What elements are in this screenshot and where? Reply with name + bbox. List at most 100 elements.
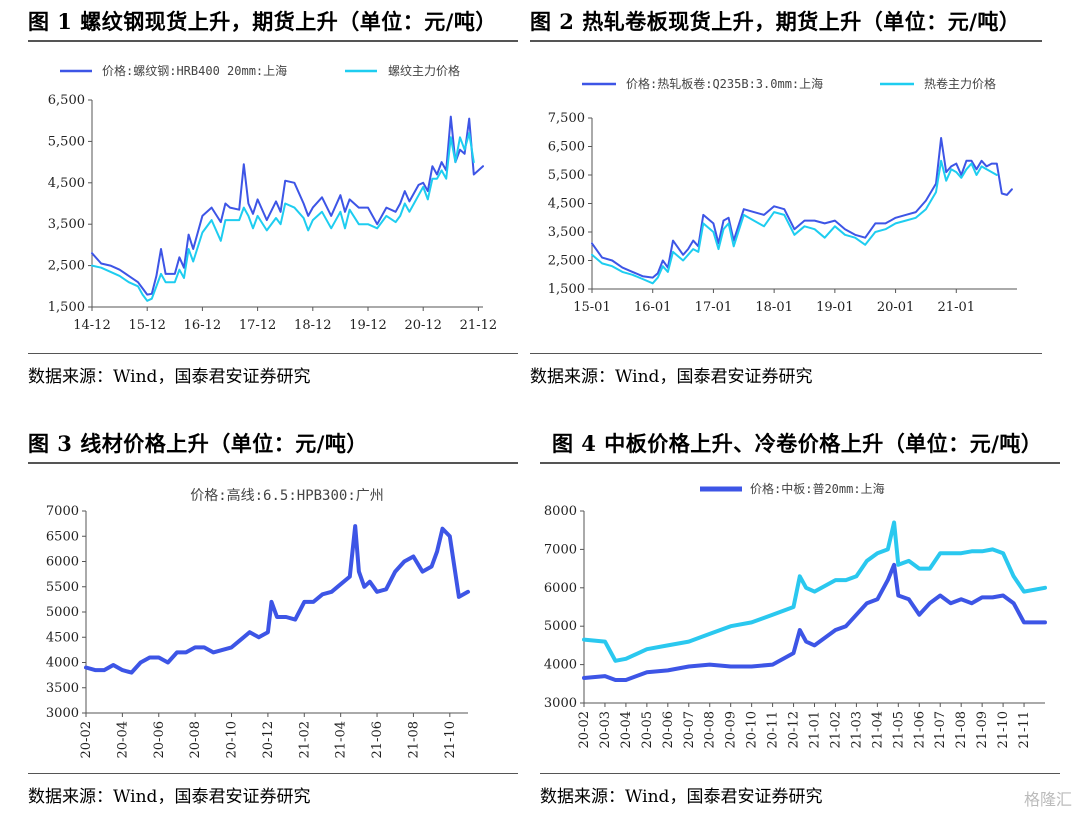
chart-1-x-tick-label: 14-12 [73,318,110,333]
chart-2-y-tick-label: 3,500 [548,225,585,240]
chart-3-source: 数据来源：Wind，国泰君安证券研究 [28,787,311,807]
chart-2-legend-label-2: 热卷主力价格 [924,76,996,91]
chart-3-x-tick-label: 20-12 [261,721,276,758]
chart-4-series-2-line [582,520,1047,663]
chart-4-x-tick-label: 21-07 [933,711,948,748]
chart-3-x-tick-label: 21-06 [370,721,385,758]
chart-2-x-tick-label: 17-01 [695,300,732,315]
chart-1-top-rule [28,40,518,42]
chart-1-x-tick-label: 19-12 [349,318,386,333]
chart-4-x-tick-label: 20-08 [703,711,718,748]
chart-4-y-tick-label: 4000 [544,658,577,673]
chart-4-title: 图 4 中板价格上升、冷卷价格上升（单位：元/吨） [552,431,1043,456]
chart-4-x-tick-label: 21-08 [954,711,969,748]
chart-2-source: 数据来源：Wind，国泰君安证券研究 [530,367,813,387]
chart-4-x-tick-label: 20-10 [745,711,760,748]
chart-4-legend-label-1: 价格:中板:普20mm:上海 [750,481,885,496]
chart-1-series-2-line [91,132,475,302]
chart-1-y-tick-label: 4,500 [48,176,85,191]
chart-3-y-tick-label: 7000 [46,504,79,519]
chart-4-x-tick-label: 21-03 [849,711,864,748]
chart-3-y-tick-label: 5500 [46,580,79,595]
chart-2-x-tick-label: 18-01 [755,300,792,315]
chart-2-x-tick-label: 16-01 [634,300,671,315]
chart-3-series-1-line [84,524,470,675]
chart-3-x-tick-label: 21-08 [406,721,421,758]
chart-2-x-tick-label: 19-01 [816,300,853,315]
chart-1-x-tick-label: 20-12 [404,318,441,333]
chart-3-x-tick-label: 20-02 [79,721,94,758]
chart-2-series-1-line [591,137,1013,279]
chart-4-source: 数据来源：Wind，国泰君安证券研究 [540,787,823,807]
chart-2-y-tick-label: 1,500 [548,282,585,297]
chart-2-series-2-line [591,159,998,285]
chart-1-x-tick-label: 16-12 [184,318,221,333]
chart-3-x-tick-label: 21-02 [297,721,312,758]
chart-4-bottom-rule [540,773,1060,774]
chart-4-x-tick-label: 20-09 [724,711,739,748]
chart-1-y-tick-label: 6,500 [48,93,85,108]
chart-3-title: 图 3 线材价格上升（单位：元/吨） [28,431,368,456]
chart-1-x-tick-label: 15-12 [128,318,165,333]
chart-4-x-tick-label: 20-03 [598,711,613,748]
chart-2-legend-label-1: 价格:热轧板卷:Q235B:3.0mm:上海 [626,76,823,91]
chart-1-x-tick-label: 17-12 [239,318,276,333]
chart-3-bottom-rule [28,773,518,774]
watermark: 格隆汇 [1023,790,1072,809]
chart-4-top-rule [540,462,1060,464]
chart-2-y-tick-label: 7,500 [548,111,585,126]
chart-1-title: 图 1 螺纹钢现货上升，期货上升（单位：元/吨） [28,9,497,34]
chart-4-y-tick-label: 5000 [544,619,577,634]
chart-3-x-tick-label: 20-04 [115,721,130,758]
chart-4-x-tick-label: 21-11 [1017,711,1032,748]
chart-4-x-tick-label: 20-02 [577,711,592,748]
chart-2-top-rule [530,40,1042,42]
chart-3-y-tick-label: 3000 [46,706,79,721]
chart-4-y-tick-label: 8000 [544,504,577,519]
chart-2-bottom-rule [530,353,1042,354]
chart-2-x-tick-label: 15-01 [573,300,610,315]
chart-4-x-tick-label: 21-06 [912,711,927,748]
chart-3-x-tick-label: 20-08 [188,721,203,758]
chart-1-y-tick-label: 3,500 [48,217,85,232]
chart-4-y-tick-label: 3000 [544,696,577,711]
chart-4-y-tick-label: 6000 [544,581,577,596]
chart-4-x-tick-label: 21-10 [996,711,1011,748]
chart-2-title: 图 2 热轧卷板现货上升，期货上升（单位：元/吨） [530,9,1021,34]
chart-4-x-tick-label: 20-11 [766,711,781,748]
chart-3-top-rule [28,462,518,464]
chart-4-x-tick-label: 21-05 [891,711,906,748]
chart-1-legend-label-2: 螺纹主力价格 [388,63,460,78]
chart-2-y-tick-label: 2,500 [548,254,585,269]
chart-3-y-tick-label: 4000 [46,656,79,671]
chart-4-x-tick-label: 21-04 [870,711,885,748]
chart-4-x-tick-label: 20-12 [787,711,802,748]
chart-1-y-tick-label: 1,500 [48,300,85,315]
chart-3-y-tick-label: 5000 [46,605,79,620]
chart-1-legend-label-1: 价格:螺纹钢:HRB400 20mm:上海 [102,63,287,78]
chart-3-inner-title: 价格:高线:6.5:HPB300:广州 [190,487,384,504]
chart-1-x-tick-label: 21-12 [460,318,497,333]
chart-4-x-tick-label: 20-04 [619,711,634,748]
chart-3-y-tick-label: 4500 [46,630,79,645]
chart-2-x-tick-label: 20-01 [877,300,914,315]
chart-2-x-tick-label: 21-01 [938,300,975,315]
chart-4-y-tick-label: 7000 [544,542,577,557]
chart-3-y-tick-label: 6500 [46,529,79,544]
chart-1-bottom-rule [28,353,518,354]
chart-1-series-1-line [91,115,484,296]
chart-4-x-tick-label: 20-07 [682,711,697,748]
chart-1-source: 数据来源：Wind，国泰君安证券研究 [28,367,311,387]
chart-3-y-tick-label: 6000 [46,555,79,570]
chart-2-y-tick-label: 4,500 [548,197,585,212]
chart-1-y-tick-label: 2,500 [48,259,85,274]
chart-4-series-1-line [582,562,1047,682]
chart-4-x-tick-label: 21-01 [808,711,823,748]
chart-3-x-tick-label: 20-10 [225,721,240,758]
chart-4-x-tick-label: 20-06 [661,711,676,748]
chart-4-x-tick-label: 21-09 [975,711,990,748]
chart-2-y-tick-label: 6,500 [548,140,585,155]
chart-1-y-tick-label: 5,500 [48,134,85,149]
chart-2-y-tick-label: 5,500 [548,168,585,183]
